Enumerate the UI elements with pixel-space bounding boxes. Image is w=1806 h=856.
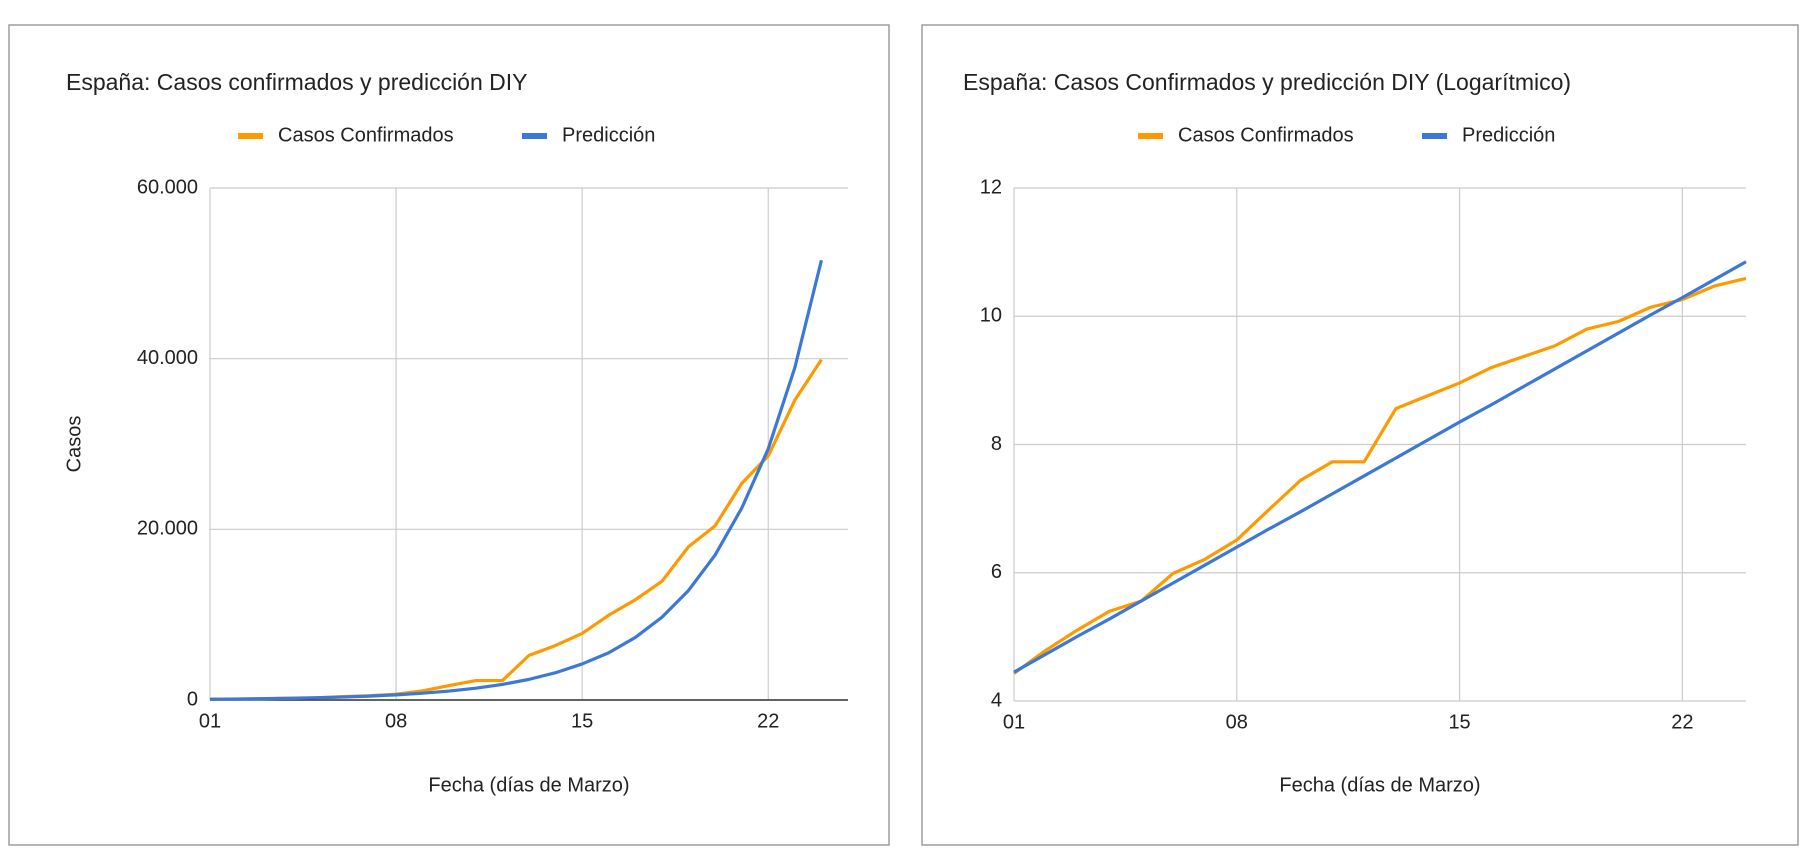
y-tick-label: 0	[187, 688, 198, 710]
series-line	[1013, 260, 1747, 674]
x-tick-label: 08	[385, 710, 407, 732]
legend-label: Casos Confirmados	[278, 124, 454, 146]
chart-panel	[921, 24, 1799, 846]
x-tick-label: 01	[199, 710, 221, 732]
legend-label: Casos Confirmados	[1178, 124, 1354, 146]
chart-title: España: Casos confirmados y predicción D…	[66, 69, 528, 95]
chart-title: España: Casos Confirmados y predicción D…	[963, 69, 1571, 95]
chart-panel	[8, 24, 890, 846]
x-tick-label: 15	[1448, 711, 1470, 733]
x-tick-label: 15	[571, 710, 593, 732]
y-tick-label: 4	[991, 689, 1002, 711]
y-tick-label: 8	[991, 433, 1002, 455]
x-tick-label: 08	[1226, 711, 1248, 733]
y-tick-label: 12	[980, 176, 1002, 198]
x-axis-title: Fecha (días de Marzo)	[428, 774, 629, 796]
x-tick-label: 01	[1003, 711, 1025, 733]
x-axis-title: Fecha (días de Marzo)	[1279, 774, 1480, 796]
y-tick-label: 6	[991, 561, 1002, 583]
legend-label: Predicción	[1462, 124, 1555, 146]
x-tick-label: 22	[757, 710, 779, 732]
y-axis-title: Casos	[63, 416, 85, 473]
x-tick-label: 22	[1671, 711, 1693, 733]
y-tick-label: 40.000	[137, 347, 198, 369]
y-tick-label: 20.000	[137, 518, 198, 540]
legend-label: Predicción	[562, 124, 655, 146]
series-line	[209, 259, 823, 701]
y-tick-label: 10	[980, 305, 1002, 327]
y-tick-label: 60.000	[137, 176, 198, 198]
